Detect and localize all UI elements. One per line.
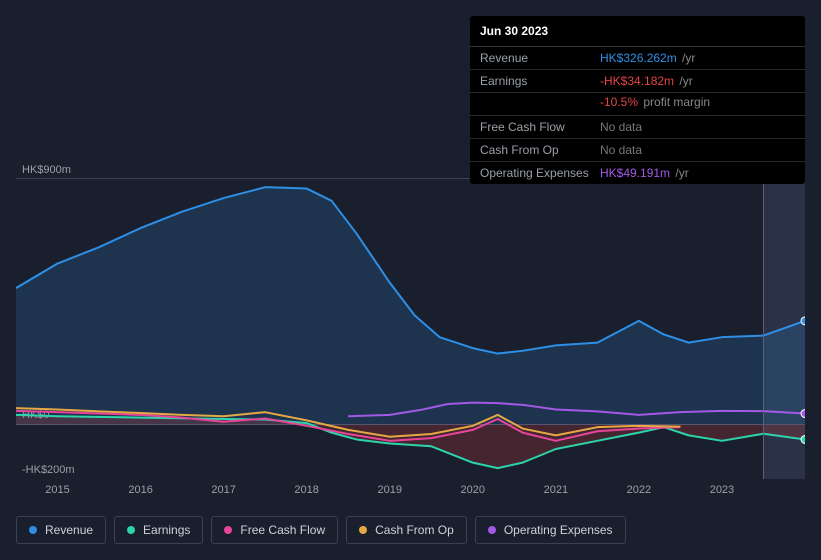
legend-label: Revenue — [45, 523, 93, 537]
legend-dot-icon — [359, 526, 367, 534]
tooltip-value: No data — [600, 143, 795, 157]
legend-dot-icon — [29, 526, 37, 534]
chart-tooltip: Jun 30 2023 RevenueHK$326.262m /yrEarnin… — [470, 16, 805, 184]
tooltip-row-cash-from-op: Cash From OpNo data — [470, 139, 805, 162]
x-axis-label: 2015 — [45, 484, 69, 496]
legend-item-earnings[interactable]: Earnings — [114, 516, 203, 544]
tooltip-value: HK$49.191m /yr — [600, 166, 795, 180]
legend-item-fcf[interactable]: Free Cash Flow — [211, 516, 338, 544]
y-axis-label: HK$900m — [22, 164, 71, 176]
tooltip-value: -HK$34.182m /yr — [600, 74, 795, 88]
x-axis-label: 2021 — [544, 484, 568, 496]
legend-item-opex[interactable]: Operating Expenses — [475, 516, 626, 544]
tooltip-label: Free Cash Flow — [480, 120, 600, 134]
chart-legend: Revenue Earnings Free Cash Flow Cash From O… — [16, 516, 626, 544]
x-axis-label: 2020 — [461, 484, 485, 496]
tooltip-value: No data — [600, 120, 795, 134]
tooltip-row-free-cash-flow: Free Cash FlowNo data — [470, 116, 805, 139]
legend-item-cfo[interactable]: Cash From Op — [346, 516, 467, 544]
tooltip-subvalue: -10.5% profit margin — [470, 93, 805, 116]
x-axis-label: 2019 — [377, 484, 401, 496]
tooltip-label: Earnings — [480, 74, 600, 88]
tooltip-label: Cash From Op — [480, 143, 600, 157]
plot-area[interactable] — [16, 178, 805, 478]
x-axis-label: 2016 — [128, 484, 152, 496]
legend-label: Cash From Op — [375, 523, 454, 537]
tooltip-row-earnings: Earnings-HK$34.182m /yr — [470, 70, 805, 93]
legend-label: Free Cash Flow — [240, 523, 325, 537]
tooltip-row-revenue: RevenueHK$326.262m /yr — [470, 47, 805, 70]
tooltip-row-operating-expenses: Operating ExpensesHK$49.191m /yr — [470, 162, 805, 184]
x-axis-label: 2022 — [627, 484, 651, 496]
x-axis-label: 2018 — [294, 484, 318, 496]
tooltip-value: HK$326.262m /yr — [600, 51, 795, 65]
legend-dot-icon — [224, 526, 232, 534]
legend-label: Earnings — [143, 523, 190, 537]
x-axis-label: 2023 — [710, 484, 734, 496]
x-axis: 2015 2016 2017 2018 2019 2020 2021 2022 2023 — [16, 484, 805, 504]
legend-dot-icon — [127, 526, 135, 534]
x-axis-label: 2017 — [211, 484, 235, 496]
tooltip-label: Revenue — [480, 51, 600, 65]
legend-dot-icon — [488, 526, 496, 534]
tooltip-label: Operating Expenses — [480, 166, 600, 180]
legend-label: Operating Expenses — [504, 523, 613, 537]
tooltip-date: Jun 30 2023 — [470, 16, 805, 47]
legend-item-revenue[interactable]: Revenue — [16, 516, 106, 544]
